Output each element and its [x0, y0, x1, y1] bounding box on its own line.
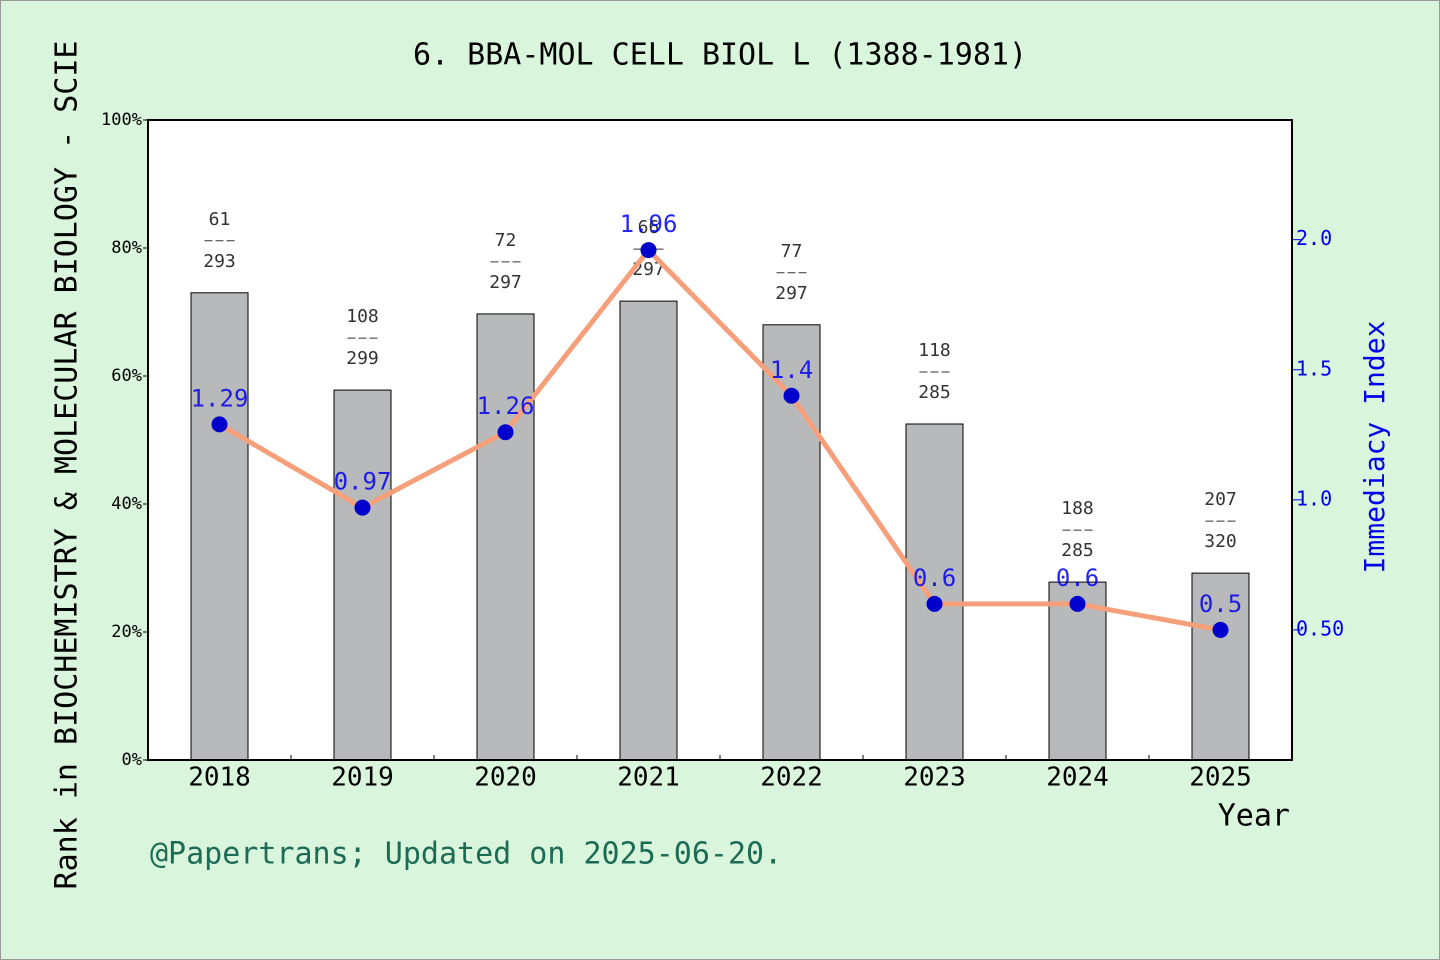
value-label: 1.29 [191, 384, 249, 412]
y2-tick-label: 0.50 [1296, 616, 1344, 640]
x-tick-label: 2022 [760, 763, 823, 793]
footer: @Papertrans; Updated on 2025-06-20. [150, 837, 782, 872]
value-label: 0.6 [913, 564, 956, 592]
total-label: 293 [203, 251, 236, 272]
total-label: 299 [346, 348, 379, 369]
rank-label: 72 [495, 230, 517, 251]
value-label: 0.97 [334, 468, 392, 496]
bar [190, 292, 249, 761]
total-label: 320 [1204, 531, 1237, 552]
bar [476, 313, 535, 761]
y-tick-label: 0% [122, 750, 142, 770]
total-label: 285 [1061, 540, 1094, 561]
point [354, 499, 371, 516]
y-tick-label: 80% [111, 238, 142, 258]
bar [619, 300, 678, 761]
y-axis-label: Rank in BIOCHEMISTRY & MOLECULAR BIOLOGY… [50, 41, 85, 890]
plot-frame [147, 119, 1293, 761]
bar [333, 389, 392, 761]
point [1212, 621, 1229, 638]
total-label: 297 [489, 272, 522, 293]
point [497, 424, 514, 441]
value-label: 1.26 [477, 392, 535, 420]
plot-area [148, 120, 1292, 760]
rank-label: 77 [781, 241, 803, 262]
y2-tick-label: 1.0 [1296, 486, 1332, 510]
rank-label: 66 [638, 217, 660, 238]
bar [905, 423, 964, 761]
y-tick-label: 40% [111, 494, 142, 514]
rank-label: 188 [1061, 498, 1094, 519]
rank-label: 108 [346, 306, 379, 327]
x-tick-label: 2018 [188, 763, 251, 793]
point [640, 242, 657, 259]
x-tick-label: 2023 [903, 763, 966, 793]
rank-label: 118 [918, 340, 951, 361]
x-tick-label: 2021 [617, 763, 680, 793]
y2-tick-label: 1.5 [1296, 356, 1332, 380]
y-tick-label: 20% [111, 622, 142, 642]
total-label: 285 [918, 382, 951, 403]
y-tick-label: 100% [101, 110, 142, 130]
total-label: 297 [775, 283, 808, 304]
value-label: 0.5 [1199, 590, 1242, 618]
point [926, 595, 943, 612]
x-tick-label: 2025 [1189, 763, 1252, 793]
rank-label: 61 [209, 209, 231, 230]
line [218, 247, 1221, 633]
value-label: 1.96 [620, 210, 678, 238]
x-tick-label: 2019 [331, 763, 394, 793]
x-tick-label: 2024 [1046, 763, 1109, 793]
x-tick-label: 2020 [474, 763, 537, 793]
bar [1191, 572, 1250, 761]
y2-tick-label: 2.0 [1296, 226, 1332, 250]
x-axis-label: Year [1218, 799, 1290, 834]
point [1069, 595, 1086, 612]
y-tick-label: 60% [111, 366, 142, 386]
y2-axis-label: Immediacy Index [1358, 321, 1391, 574]
value-label: 0.6 [1056, 564, 1099, 592]
chart-title: 6. BBA-MOL CELL BIOL L (1388-1981) [413, 38, 1027, 73]
point [211, 416, 228, 433]
value-label: 1.4 [770, 356, 813, 384]
rank-label: 207 [1204, 489, 1237, 510]
point [783, 387, 800, 404]
